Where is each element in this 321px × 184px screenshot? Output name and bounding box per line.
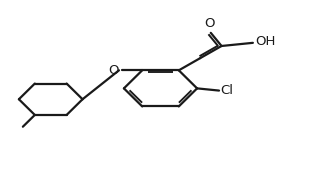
Text: Cl: Cl [221,84,234,97]
Text: O: O [108,64,119,77]
Text: OH: OH [256,36,276,48]
Text: O: O [204,17,214,30]
